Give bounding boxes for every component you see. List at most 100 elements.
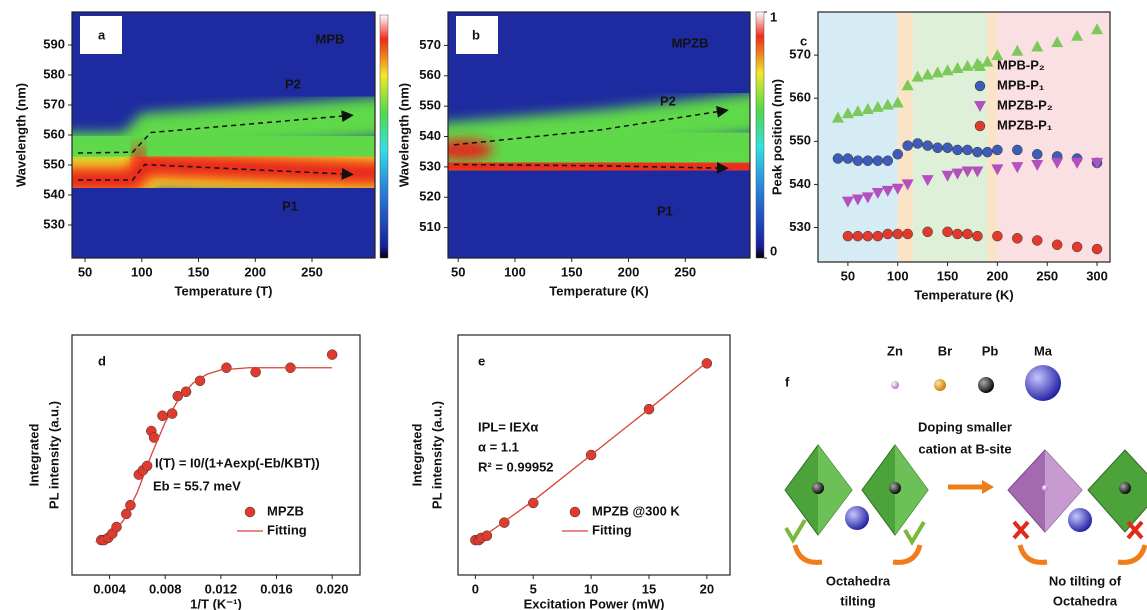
atom-ma [1025, 365, 1061, 401]
point [982, 146, 993, 158]
point [941, 170, 954, 182]
point [1031, 160, 1044, 172]
point [951, 168, 964, 180]
annotation: I(T) = I0/(1+Aexp(-Eb/KBT)) [155, 455, 320, 470]
plot-frame [457, 334, 731, 576]
point [326, 349, 338, 360]
point [851, 105, 864, 117]
point [991, 49, 1004, 61]
point [921, 175, 934, 187]
x-tick-label: 50 [78, 264, 92, 279]
point [481, 530, 493, 541]
y-tick-label: 520 [419, 189, 441, 204]
x-axis-label: Temperature (T) [175, 283, 273, 298]
octahedron [784, 444, 853, 536]
atom-ma [1068, 508, 1092, 532]
y-tick-label: 530 [43, 216, 65, 231]
point [872, 155, 884, 166]
point [911, 70, 924, 82]
point [991, 164, 1004, 176]
point [871, 188, 884, 200]
atom-br [934, 379, 946, 391]
caption: tilting [840, 593, 875, 608]
octahedron [1087, 449, 1147, 533]
point [912, 138, 923, 149]
point [842, 230, 854, 242]
panel-label: e [478, 353, 485, 368]
y-tick-label: 570 [789, 47, 811, 62]
heatmap-spot [448, 139, 494, 160]
point [832, 153, 844, 164]
heatmap [448, 66, 750, 229]
legend-label: Fitting [592, 522, 632, 537]
diagram: f Zn Br Pb Ma Doping smaller cation at B… [784, 343, 1147, 608]
point [862, 155, 874, 166]
x-tick-label: 20 [700, 581, 714, 596]
point [851, 194, 864, 206]
y-axis-label: Peak position (nm) [769, 79, 784, 195]
annotation: α = 1.1 [478, 439, 519, 454]
point [951, 62, 964, 74]
panel-label: d [98, 353, 106, 368]
y-tick-label: 540 [419, 128, 441, 143]
octahedron [861, 444, 929, 536]
point [922, 226, 933, 238]
region [987, 12, 998, 262]
colorbar [379, 14, 389, 259]
rotation-arrows [792, 544, 1147, 565]
point [157, 410, 168, 421]
legend-swatch [974, 101, 986, 112]
panel-label-bg [80, 16, 122, 54]
panel-title: MPZB [672, 35, 709, 50]
colorbar-tick-label: 0 [770, 243, 777, 258]
arrow-head [982, 480, 994, 494]
legend-swatch [974, 80, 986, 92]
x-tick-label: 200 [618, 264, 640, 279]
legend-label: MPB-P₂ [997, 57, 1045, 72]
caption: Doping smaller [918, 419, 1012, 434]
point [881, 185, 894, 197]
point [952, 228, 963, 240]
x-axis-label: Temperature (K) [914, 287, 1013, 302]
plot-frame [447, 11, 751, 259]
point [250, 366, 261, 378]
x-tick-label: 250 [1036, 268, 1058, 283]
point [1071, 157, 1084, 169]
caption: cation at B-site [918, 441, 1011, 456]
point [1012, 144, 1023, 156]
x-tick-label: 0.012 [205, 581, 238, 596]
panel-label: b [472, 27, 480, 42]
x-tick-label: 150 [937, 268, 959, 283]
point [962, 144, 973, 156]
x-tick-label: 50 [841, 268, 855, 283]
point [871, 100, 884, 112]
x-tick-label: 300 [1086, 268, 1108, 283]
annotation: R² = 0.99952 [478, 459, 554, 474]
colorbar-tick-label: 1 [770, 9, 777, 24]
cross-marks [1012, 520, 1144, 540]
legend-label: Fitting [267, 522, 307, 537]
y-tick-label: 590 [43, 36, 65, 51]
y-tick-label: 560 [419, 67, 441, 82]
x-tick-label: 50 [451, 264, 465, 279]
point [841, 196, 854, 208]
point [952, 144, 963, 156]
point [1031, 235, 1043, 246]
point [921, 68, 934, 80]
point [221, 362, 232, 373]
annotation: P2 [660, 93, 676, 108]
fit-line [95, 367, 333, 543]
guide-arrow [454, 162, 729, 175]
region [997, 12, 1110, 262]
point [1071, 29, 1084, 41]
y-tick-label: 550 [43, 156, 65, 171]
guide-arrow [78, 110, 354, 154]
x-tick-label: 100 [504, 264, 526, 279]
point [882, 228, 894, 240]
region [897, 12, 913, 262]
atom-pb [978, 377, 994, 393]
x-tick-label: 100 [887, 268, 909, 283]
fit-line [474, 361, 708, 543]
y-tick-label: 570 [43, 96, 65, 111]
